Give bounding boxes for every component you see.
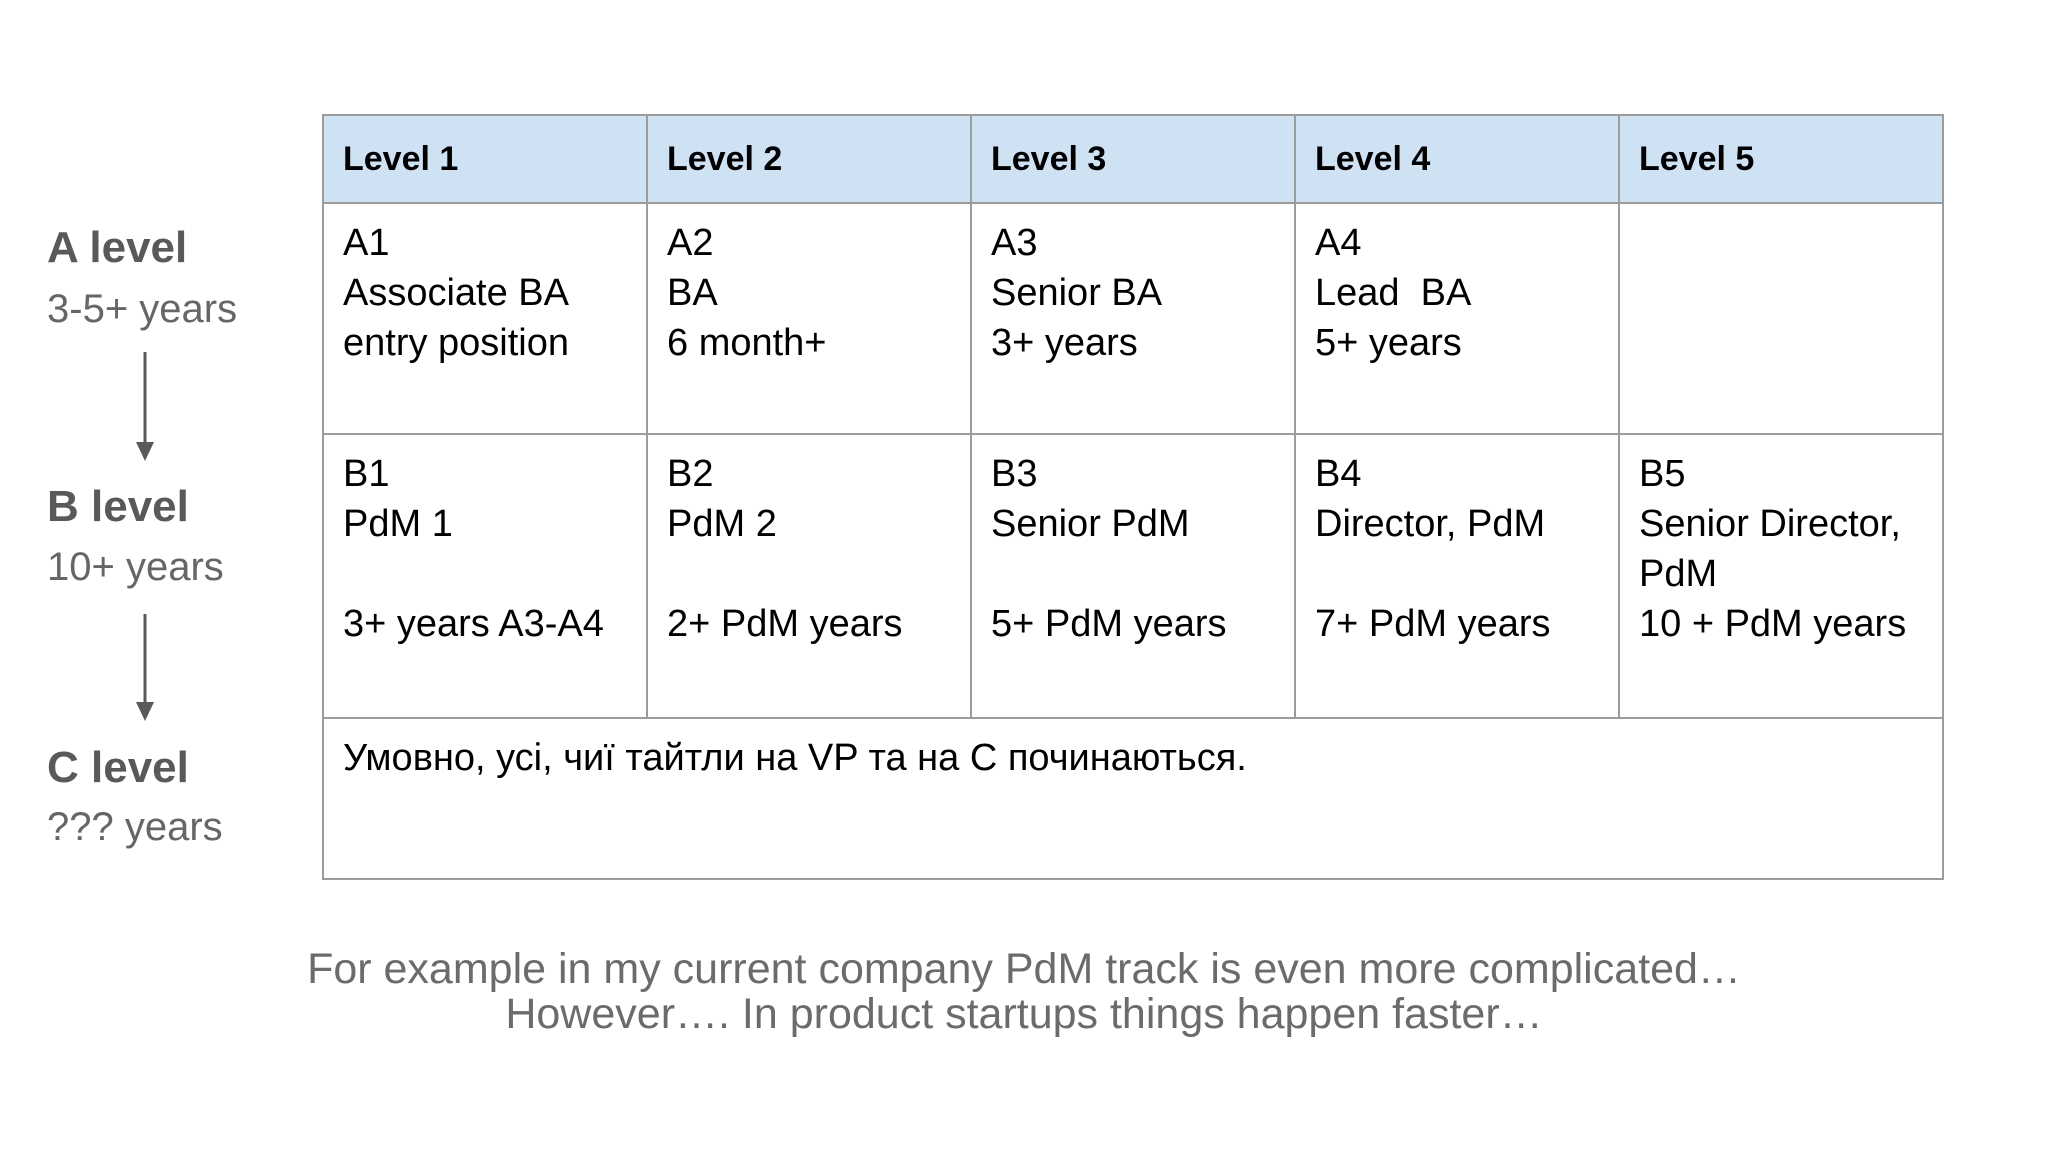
cell-b4: B4 Director, PdM 7+ PdM years bbox=[1294, 433, 1620, 719]
cell-c-merged: Умовно, усі, чиї тайтли на VP та на C по… bbox=[322, 717, 1944, 880]
header-cell-level-3: Level 3 bbox=[970, 114, 1296, 204]
side-level-b-title: B level bbox=[47, 482, 189, 531]
footer-note: For example in my current company PdM tr… bbox=[0, 947, 2048, 1037]
cell-a4: A4 Lead BA 5+ years bbox=[1294, 202, 1620, 435]
header-cell-level-4: Level 4 bbox=[1294, 114, 1620, 204]
cell-a1: A1 Associate BA entry position bbox=[322, 202, 648, 435]
side-level-a-years: 3-5+ years bbox=[47, 287, 238, 331]
cell-a3: A3 Senior BA 3+ years bbox=[970, 202, 1296, 435]
header-cell-level-5: Level 5 bbox=[1618, 114, 1944, 204]
table-header-row: Level 1 Level 2 Level 3 Level 4 Level 5 bbox=[322, 114, 1944, 204]
side-level-c-years: ??? years bbox=[47, 805, 223, 849]
cell-b1: B1 PdM 1 3+ years A3-A4 bbox=[322, 433, 648, 719]
cell-b5: B5 Senior Director, PdM 10 + PdM years bbox=[1618, 433, 1944, 719]
footer-note-line-1: For example in my current company PdM tr… bbox=[307, 945, 1741, 993]
side-level-b-years: 10+ years bbox=[47, 545, 224, 589]
side-level-c-title: C level bbox=[47, 743, 189, 792]
arrow-down-icon bbox=[136, 614, 154, 721]
arrow-down-icon bbox=[136, 352, 154, 461]
cell-b3: B3 Senior PdM 5+ PdM years bbox=[970, 433, 1296, 719]
table-row-b-level: B1 PdM 1 3+ years A3-A4 B2 PdM 2 2+ PdM … bbox=[322, 433, 1944, 719]
footer-note-line-2: However…. In product startups things hap… bbox=[505, 990, 1543, 1038]
header-cell-level-1: Level 1 bbox=[322, 114, 648, 204]
cell-a2: A2 BA 6 month+ bbox=[646, 202, 972, 435]
table-row-a-level: A1 Associate BA entry position A2 BA 6 m… bbox=[322, 202, 1944, 435]
cell-b2: B2 PdM 2 2+ PdM years bbox=[646, 433, 972, 719]
cell-a5-empty bbox=[1618, 202, 1944, 435]
table-row-c-level: Умовно, усі, чиї тайтли на VP та на C по… bbox=[322, 717, 1944, 880]
levels-table: Level 1 Level 2 Level 3 Level 4 Level 5 … bbox=[322, 114, 1944, 880]
side-level-a-title: A level bbox=[47, 223, 188, 272]
header-cell-level-2: Level 2 bbox=[646, 114, 972, 204]
